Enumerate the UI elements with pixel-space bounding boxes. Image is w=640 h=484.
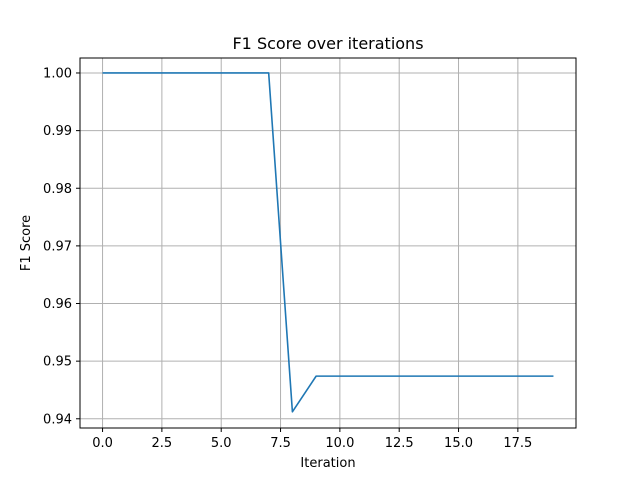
x-axis-title: Iteration bbox=[300, 456, 355, 471]
x-tick-label: 15.0 bbox=[444, 436, 473, 451]
y-tick-label: 0.99 bbox=[43, 124, 72, 139]
x-tick-label: 10.0 bbox=[325, 436, 354, 451]
chart-title: F1 Score over iterations bbox=[232, 34, 423, 53]
y-axis: 0.94 0.95 0.96 0.97 0.98 0.99 1.00 bbox=[43, 66, 80, 427]
x-tick-label: 0.0 bbox=[92, 436, 113, 451]
f1-score-line bbox=[102, 72, 554, 413]
x-tick-label: 17.5 bbox=[503, 436, 532, 451]
grid bbox=[80, 58, 576, 428]
series-layer bbox=[102, 72, 554, 413]
x-tick-label: 2.5 bbox=[152, 436, 173, 451]
y-tick-label: 1.00 bbox=[43, 66, 72, 81]
y-tick-label: 0.95 bbox=[43, 355, 72, 370]
y-axis-title: F1 Score bbox=[19, 215, 34, 271]
y-tick-label: 0.98 bbox=[43, 182, 72, 197]
x-tick-label: 12.5 bbox=[385, 436, 414, 451]
y-tick-label: 0.94 bbox=[43, 412, 72, 427]
y-tick-label: 0.96 bbox=[43, 297, 72, 312]
y-tick-label: 0.97 bbox=[43, 239, 72, 254]
plot-frame bbox=[79, 57, 577, 429]
x-tick-label: 5.0 bbox=[211, 436, 232, 451]
x-axis: 0.0 2.5 5.0 7.5 10.0 12.5 15.0 17.5 bbox=[92, 428, 532, 451]
x-tick-label: 7.5 bbox=[270, 436, 291, 451]
